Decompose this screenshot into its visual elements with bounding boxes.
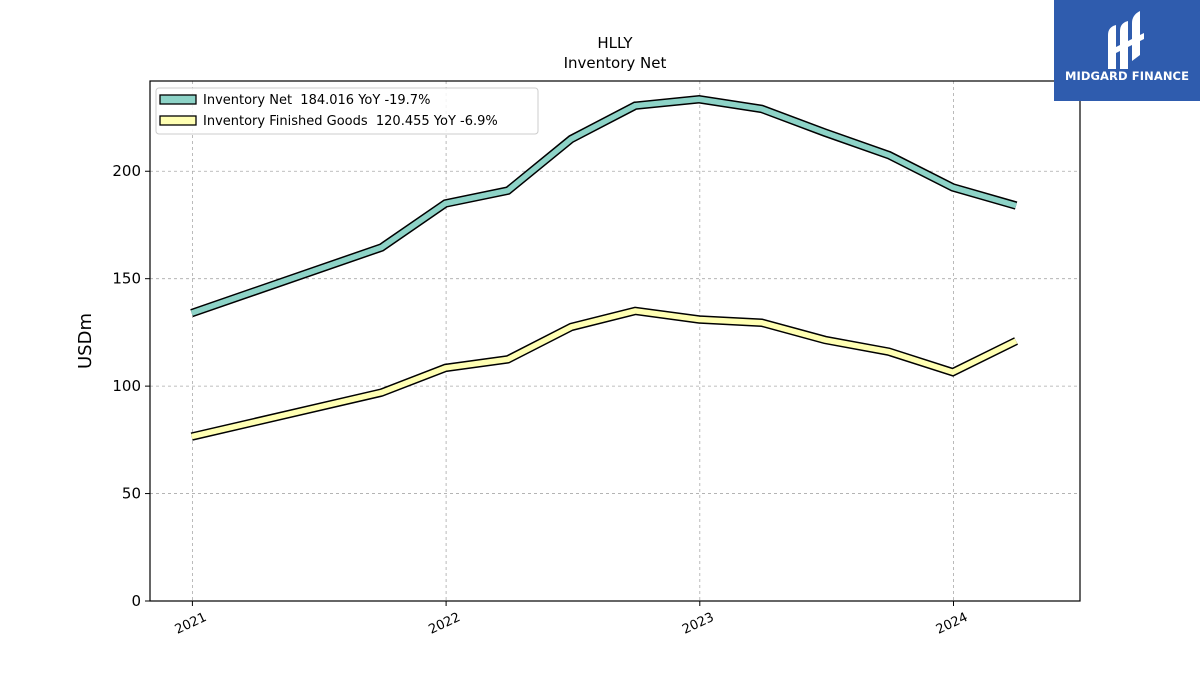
chart-title: HLLY [597, 34, 633, 52]
y-tick-label: 150 [112, 270, 141, 288]
brand-logo: MIDGARD FINANCE [1054, 0, 1200, 101]
chart-subtitle: Inventory Net [564, 54, 667, 72]
legend: Inventory Net 184.016 YoY -19.7% Invento… [155, 87, 539, 135]
x-tick-label: 2021 [173, 610, 209, 638]
x-tick-label: 2023 [680, 610, 716, 638]
y-axis-label: USDm [75, 313, 96, 369]
x-tick-label: 2024 [934, 610, 970, 638]
legend-box [155, 87, 539, 135]
y-tick-label: 0 [131, 592, 141, 610]
series-line-inventory-net [190, 96, 1017, 316]
series-layer [190, 95, 1018, 441]
y-tick-label: 200 [112, 162, 141, 180]
legend-label-finished-goods: Inventory Finished Goods 120.455 YoY -6.… [203, 114, 498, 129]
legend-label-inventory-net: Inventory Net 184.016 YoY -19.7% [203, 93, 430, 108]
grid [150, 81, 1080, 601]
midgard-logo-icon [1108, 11, 1144, 69]
axis-ticks: 0 50 100 150 200 2021 2022 2023 2024 [112, 162, 970, 637]
plot-frame [149, 80, 1081, 602]
legend-swatch-inventory-net [159, 94, 197, 105]
y-tick-label: 100 [112, 377, 141, 395]
legend-swatch-finished-goods [159, 115, 197, 126]
series-outline-inventory-finished-goods [190, 306, 1018, 441]
x-tick-label: 2022 [426, 610, 462, 638]
y-tick-label: 50 [122, 485, 141, 503]
series-line-inventory-finished-goods [191, 308, 1018, 440]
logo-text: MIDGARD FINANCE [1064, 69, 1190, 83]
